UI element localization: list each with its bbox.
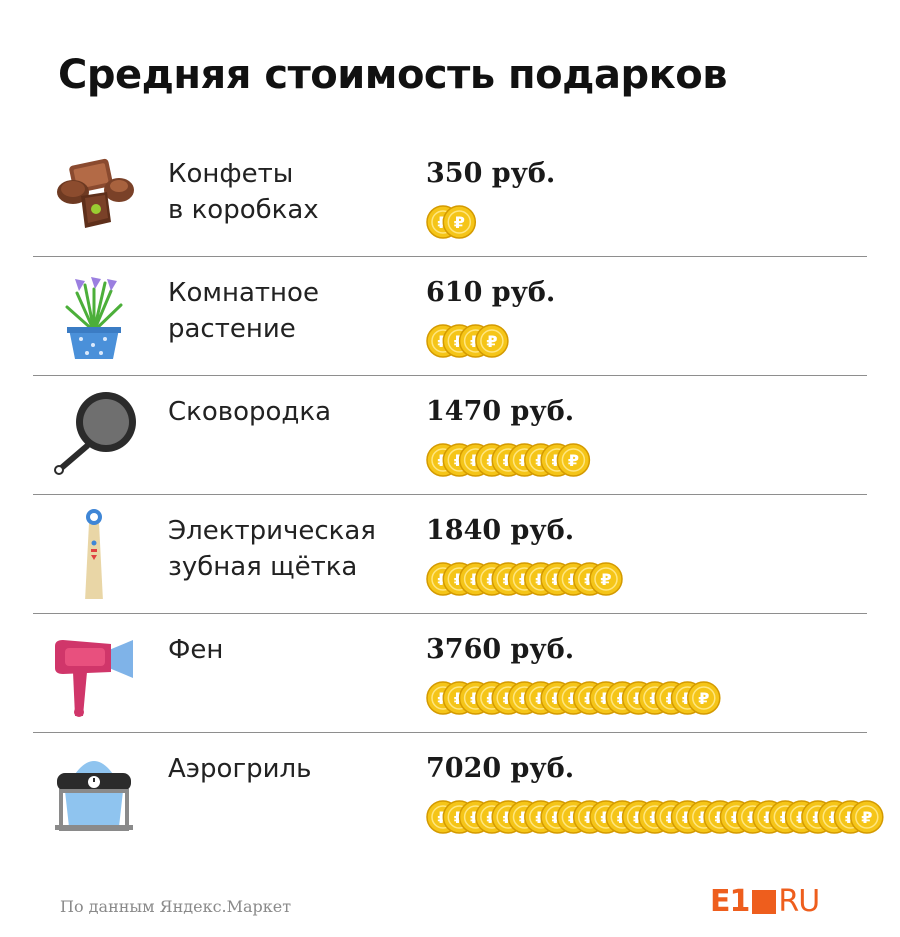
chocolate-candies-icon — [49, 152, 139, 242]
coin-bar-graphic: ₽₽₽₽₽₽₽₽₽₽₽₽₽₽₽₽₽₽₽₽₽₽₽₽₽₽₽ — [426, 800, 884, 834]
coin-bar-graphic: ₽₽₽₽₽₽₽₽₽ — [426, 443, 591, 477]
price-label: 1840 руб. — [426, 515, 575, 546]
gift-label-line: Аэрогриль — [168, 754, 312, 784]
coin-mark: ₽ — [687, 681, 721, 715]
coin-bar: ₽₽₽₽₽₽₽₽₽₽₽₽₽₽₽₽₽₽₽₽₽₽₽₽₽₽₽ — [426, 799, 884, 834]
logo-ru-text: RU — [778, 884, 820, 919]
coin-bar-graphic: ₽₽₽₽₽₽₽₽₽₽₽ — [426, 562, 623, 596]
svg-text:₽: ₽ — [698, 689, 709, 708]
gift-row: Фен 3760 руб. ₽₽₽₽₽₽₽₽₽₽₽₽₽₽₽₽₽ — [33, 614, 867, 733]
air-grill-icon — [49, 747, 139, 837]
svg-text:₽: ₽ — [454, 213, 465, 232]
coin-mark: ₽ — [442, 205, 477, 239]
gift-row: Конфеты в коробках 350 руб. ₽₽ — [33, 138, 867, 257]
gift-list: Конфеты в коробках 350 руб. ₽₽ Ком — [33, 138, 884, 851]
svg-text:₽: ₽ — [486, 332, 497, 351]
gift-label-line: Сковородка — [168, 397, 332, 427]
coin-mark: ₽ — [850, 800, 884, 834]
price-label: 350 руб. — [426, 158, 556, 189]
price-label: 3760 руб. — [426, 634, 575, 665]
coin-bar: ₽₽₽₽ — [426, 323, 871, 358]
logo-square — [752, 889, 777, 914]
coin-bar-graphic: ₽₽₽₽ — [426, 324, 509, 358]
coin-bar: ₽₽ — [426, 204, 871, 239]
gift-row: Аэрогриль 7020 руб. ₽₽₽₽₽₽₽₽₽₽₽₽₽₽₽₽₽₽₽₽… — [33, 733, 884, 851]
gift-label: Конфеты в коробках — [168, 156, 418, 228]
coin-bar-graphic: ₽₽ — [426, 205, 477, 239]
coin-bar-graphic: ₽₽₽₽₽₽₽₽₽₽₽₽₽₽₽₽₽ — [426, 681, 721, 715]
gift-label-line: зубная щётка — [168, 552, 358, 582]
gift-label-line: Электрическая — [168, 516, 376, 546]
electric-toothbrush-icon — [49, 509, 139, 599]
gift-row: Электрическая зубная щётка 1840 руб. ₽₽₽… — [33, 495, 867, 614]
svg-text:₽: ₽ — [861, 808, 872, 827]
source-note: По данным Яндекс.Маркет — [60, 897, 292, 916]
svg-text:₽: ₽ — [600, 570, 611, 589]
coin-mark: ₽ — [589, 562, 623, 596]
gift-label-line: Комнатное — [168, 278, 319, 308]
price-label: 7020 руб. — [426, 753, 575, 784]
gift-label: Сковородка — [168, 394, 418, 430]
svg-text:₽: ₽ — [568, 451, 579, 470]
coin-bar: ₽₽₽₽₽₽₽₽₽₽₽ — [426, 561, 871, 596]
coin-bar: ₽₽₽₽₽₽₽₽₽ — [426, 442, 871, 477]
price-label: 1470 руб. — [426, 396, 575, 427]
coin-bar: ₽₽₽₽₽₽₽₽₽₽₽₽₽₽₽₽₽ — [426, 680, 871, 715]
logo-e1-text: E1 — [710, 884, 750, 919]
gift-label: Аэрогриль — [168, 751, 418, 787]
coin-mark: ₽ — [556, 443, 591, 477]
gift-row: Сковородка 1470 руб. ₽₽₽₽₽₽₽₽₽ — [33, 376, 867, 495]
chart-title: Средняя стоимость подарков — [58, 52, 728, 98]
gift-row: Комнатное растение 610 руб. ₽₽₽₽ — [33, 257, 867, 376]
price-label: 610 руб. — [426, 277, 556, 308]
gift-label: Комнатное растение — [168, 275, 418, 347]
gift-label: Электрическая зубная щётка — [168, 513, 418, 585]
coin-mark: ₽ — [475, 324, 509, 358]
gift-label-line: Фен — [168, 635, 224, 665]
frying-pan-icon — [49, 390, 139, 480]
hair-dryer-icon — [49, 628, 139, 718]
gift-label-line: в коробках — [168, 195, 319, 225]
potted-plant-icon — [49, 271, 139, 361]
gift-label-line: Конфеты — [168, 159, 294, 189]
gift-label: Фен — [168, 632, 418, 668]
gift-label-line: растение — [168, 314, 296, 344]
e1-logo: E1 RU — [710, 884, 820, 919]
